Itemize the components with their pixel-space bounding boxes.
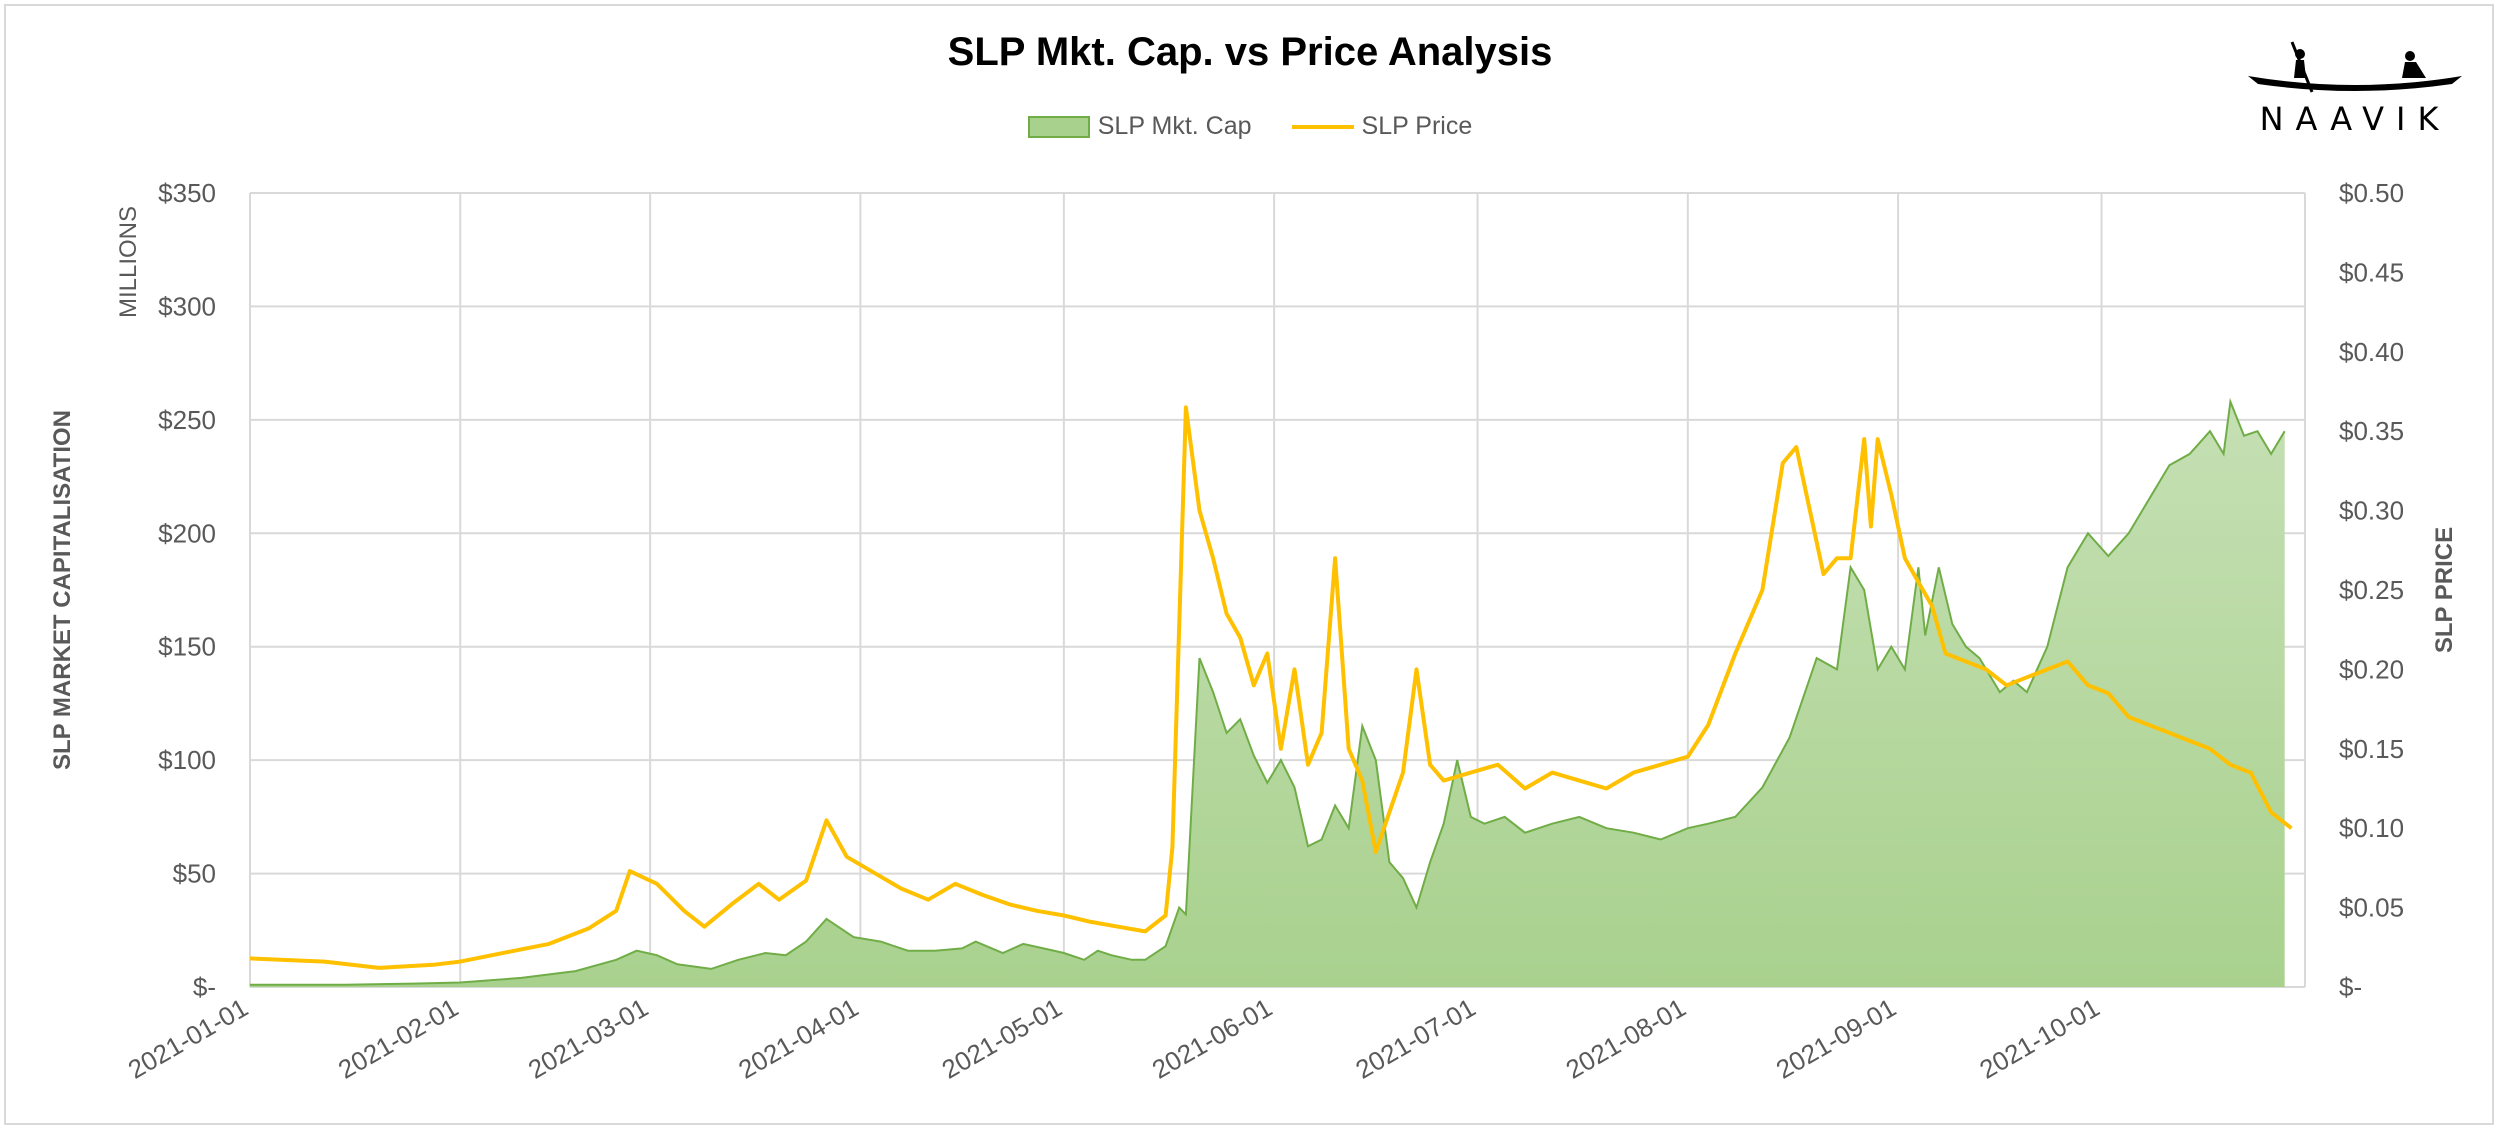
- left-tick-label: $200: [158, 518, 216, 548]
- x-tick-label: 2021-09-01: [1771, 992, 1901, 1084]
- left-tick-label: $50: [173, 859, 216, 889]
- x-tick-label: 2021-08-01: [1561, 992, 1691, 1084]
- right-tick-label: $0.40: [2339, 337, 2404, 367]
- x-tick-label: 2021-10-01: [1974, 992, 2104, 1084]
- right-tick-label: $0.20: [2339, 654, 2404, 684]
- x-axis-ticks: 2021-01-01 2021-02-01 2021-03-01 2021-04-01…: [123, 992, 2105, 1084]
- legend-item-price[interactable]: SLP Price: [1291, 112, 1473, 141]
- logo-text: NAAVIK: [2259, 100, 2451, 138]
- right-tick-label: $0.30: [2339, 496, 2404, 526]
- right-tick-label: $0.10: [2339, 813, 2404, 843]
- legend-swatch-mktcap: [1027, 115, 1090, 138]
- x-tick-label: 2021-04-01: [733, 992, 863, 1084]
- chart-title: SLP Mkt. Cap. vs Price Analysis: [947, 30, 1553, 74]
- left-axis-ticks: $- $50 $100 $150 $200 $250 $300 $350: [158, 178, 216, 1002]
- x-tick-label: 2021-01-01: [123, 992, 253, 1084]
- right-tick-label: $0.15: [2339, 734, 2404, 764]
- right-tick-label: $0.45: [2339, 257, 2404, 287]
- right-tick-label: $0.25: [2339, 575, 2404, 605]
- x-tick-label: 2021-07-01: [1350, 992, 1480, 1084]
- left-tick-label: $150: [158, 632, 216, 662]
- right-tick-label: $-: [2339, 972, 2362, 1002]
- mktcap-series: [250, 397, 2286, 987]
- right-tick-label: $0.05: [2339, 893, 2404, 923]
- left-axis-title: SLP MARKET CAPITALISATION: [49, 410, 76, 770]
- right-tick-label: $0.50: [2339, 178, 2404, 208]
- left-tick-label: $350: [158, 178, 216, 208]
- legend-item-mktcap[interactable]: SLP Mkt. Cap: [1027, 112, 1252, 141]
- x-tick-label: 2021-05-01: [937, 992, 1067, 1084]
- legend-label-price: SLP Price: [1361, 112, 1473, 140]
- mktcap-area: [250, 401, 2285, 987]
- naavik-logo: NAAVIK: [2240, 34, 2470, 144]
- price-series: [249, 405, 2293, 970]
- right-axis-title: SLP PRICE: [2431, 527, 2458, 653]
- left-tick-label: $250: [158, 405, 216, 435]
- legend-swatch-price: [1291, 124, 1354, 129]
- left-tick-label: $300: [158, 291, 216, 321]
- left-tick-label: $-: [193, 972, 216, 1002]
- legend: SLP Mkt. Cap SLP Price: [0, 112, 2500, 141]
- x-tick-label: 2021-02-01: [333, 992, 463, 1084]
- legend-label-mktcap: SLP Mkt. Cap: [1097, 112, 1252, 140]
- price-line: [249, 405, 2293, 970]
- right-axis-ticks: $- $0.05 $0.10 $0.15 $0.20 $0.25 $0.30 $0.35 $0.…: [2339, 178, 2404, 1002]
- right-tick-label: $0.35: [2339, 416, 2404, 446]
- x-tick-label: 2021-03-01: [523, 992, 653, 1084]
- left-tick-label: $100: [158, 745, 216, 775]
- boat-icon: [2248, 41, 2462, 93]
- left-axis-units: MILLIONS: [115, 206, 142, 318]
- x-tick-label: 2021-06-01: [1147, 992, 1277, 1084]
